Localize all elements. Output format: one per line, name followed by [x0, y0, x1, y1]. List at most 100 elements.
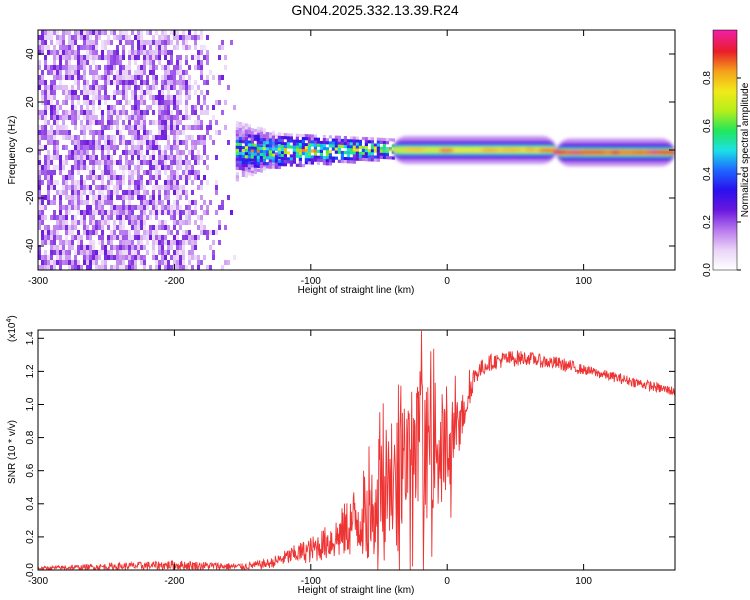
heatmap-cell — [50, 70, 53, 75]
heatmap-cell — [146, 50, 149, 55]
heatmap-cell — [355, 154, 359, 158]
heatmap-cell — [101, 85, 104, 90]
heatmap-cell — [206, 55, 209, 60]
heatmap-cell — [170, 210, 173, 215]
heatmap-cell — [194, 30, 197, 35]
heatmap-cell — [77, 190, 80, 195]
heatmap-cell — [188, 200, 191, 205]
heatmap-cell — [337, 141, 341, 145]
heatmap-cell — [146, 60, 149, 65]
heatmap-cell — [253, 152, 257, 156]
heatmap-cell — [113, 170, 116, 175]
heatmap-cell — [134, 125, 137, 130]
heatmap-cell — [215, 130, 218, 135]
heatmap-cell — [86, 185, 89, 190]
heatmap-cell — [92, 170, 95, 175]
heatmap-cell — [113, 35, 116, 40]
heatmap-cell — [280, 145, 284, 149]
heatmap-cell — [44, 205, 47, 210]
heatmap-cell — [206, 35, 209, 40]
colorbar-segment — [713, 48, 737, 51]
heatmap-cell — [167, 105, 170, 110]
heatmap-cell — [92, 145, 95, 150]
heatmap-cell — [179, 240, 182, 245]
heatmap-cell — [116, 245, 119, 250]
colorbar-segment — [713, 146, 737, 149]
heatmap-cell — [116, 235, 119, 240]
heatmap-cell — [370, 137, 374, 141]
heatmap-cell — [158, 250, 161, 255]
heatmap-cell — [92, 135, 95, 140]
heatmap-cell — [101, 110, 104, 115]
heatmap-cell — [343, 151, 347, 155]
heatmap-cell — [38, 45, 41, 50]
heatmap-cell — [164, 220, 167, 225]
heatmap-cell — [140, 210, 143, 215]
heatmap-cell — [194, 155, 197, 160]
heatmap-cell — [185, 110, 188, 115]
heatmap-cell — [83, 140, 86, 145]
heatmap-cell — [238, 142, 242, 147]
heatmap-cell — [80, 105, 83, 110]
heatmap-cell — [340, 159, 344, 164]
heatmap-cell — [164, 45, 167, 50]
heatmap-cell — [50, 160, 53, 165]
heatmap-cell — [259, 132, 263, 136]
heatmap-cell — [259, 159, 263, 163]
heatmap-cell — [107, 200, 110, 205]
colorbar-segment — [713, 184, 737, 187]
heatmap-cell — [95, 195, 98, 200]
colorbar-segment — [713, 54, 737, 57]
heatmap-cell — [38, 265, 41, 270]
heatmap-cell — [134, 220, 137, 225]
heatmap-cell — [167, 65, 170, 70]
heatmap-cell — [215, 210, 218, 215]
heatmap-cell — [212, 255, 215, 260]
heatmap-cell — [83, 35, 86, 40]
heatmap-cell — [259, 150, 263, 154]
heatmap-cell — [77, 35, 80, 40]
heatmap-cell — [107, 215, 110, 220]
heatmap-cell — [92, 175, 95, 180]
heatmap-cell — [152, 155, 155, 160]
heatmap-cell — [38, 225, 41, 230]
heatmap-cell — [197, 160, 200, 165]
heatmap-cell — [334, 150, 338, 154]
heatmap-cell — [65, 75, 68, 80]
heatmap-cell — [110, 160, 113, 165]
heatmap-cell — [119, 100, 122, 105]
heatmap-cell — [131, 170, 134, 175]
heatmap-cell — [38, 190, 41, 195]
heatmap-cell — [56, 230, 59, 235]
heatmap-cell — [95, 75, 98, 80]
heatmap-cell — [164, 210, 167, 215]
heatmap-cell — [253, 155, 257, 159]
heatmap-cell — [331, 159, 335, 163]
heatmap-cell — [56, 110, 59, 115]
heatmap-cell — [77, 75, 80, 80]
heatmap-cell — [173, 140, 176, 145]
heatmap-cell — [137, 230, 140, 235]
heatmap-cell — [68, 40, 71, 45]
heatmap-cell — [128, 50, 131, 55]
heatmap-cell — [125, 190, 128, 195]
heatmap-cell — [41, 125, 44, 130]
heatmap-cell — [89, 145, 92, 150]
heatmap-cell — [188, 215, 191, 220]
heatmap-cell — [116, 125, 119, 130]
heatmap-cell — [137, 190, 140, 195]
heatmap-cell — [164, 85, 167, 90]
y-tick-label: -20 — [25, 190, 36, 205]
heatmap-cell — [140, 70, 143, 75]
heatmap-cell — [86, 30, 89, 35]
heatmap-cell — [134, 105, 137, 110]
heatmap-cell — [143, 55, 146, 60]
heatmap-cell — [331, 147, 335, 151]
heatmap-cell — [107, 250, 110, 255]
colorbar-segment — [713, 238, 737, 241]
heatmap-cell — [134, 230, 137, 235]
colorbar-segment — [713, 188, 737, 191]
colorbar-segment — [713, 64, 737, 67]
heatmap-cell — [158, 120, 161, 125]
heatmap-cell — [164, 35, 167, 40]
